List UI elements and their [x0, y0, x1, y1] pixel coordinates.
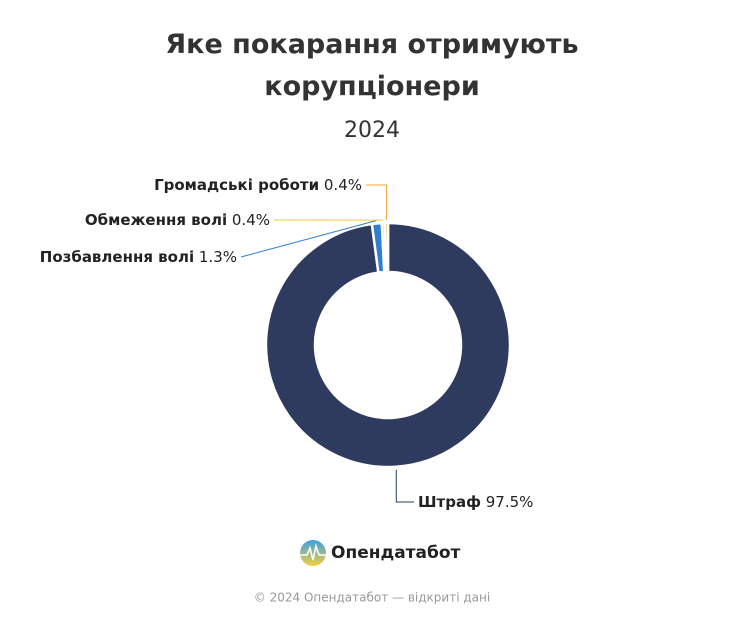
brand-name: Опендатабот: [331, 543, 461, 563]
footer: © 2024 Опендатабот — відкриті дані: [254, 591, 490, 605]
chart-subtitle: 2024: [344, 118, 400, 143]
slice-label: Громадські роботи 0.4%: [154, 176, 362, 194]
brand-logo: [300, 540, 326, 566]
slice-value: 1.3%: [199, 248, 237, 266]
slice-value: 0.4%: [232, 211, 270, 229]
slice-value: 0.4%: [324, 176, 362, 194]
slice-value: 97.5%: [486, 493, 534, 511]
donut-slice: [264, 221, 512, 469]
slice-label: Обмеження волі 0.4%: [85, 211, 270, 229]
leader-line: [240, 220, 377, 258]
slice-name: Громадські роботи: [154, 176, 319, 194]
slice-name: Штраф: [418, 493, 481, 511]
leader-line: [366, 184, 387, 221]
slice-label: Штраф 97.5%: [418, 493, 533, 511]
donut-slice: [383, 221, 390, 274]
leader-line: [395, 469, 414, 503]
slice-label: Позбавлення волі 1.3%: [40, 248, 237, 266]
slice-name: Обмеження волі: [85, 211, 227, 229]
slice-name: Позбавлення волі: [40, 248, 194, 266]
chart-title: Яке покарання отримують корупціонери: [165, 29, 578, 102]
